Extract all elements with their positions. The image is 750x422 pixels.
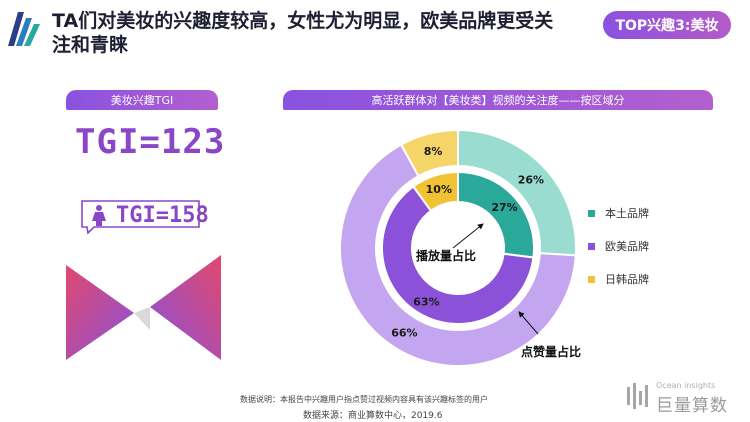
bar-chart-icon <box>627 383 648 409</box>
right-panel-header: 高活跃群体对【美妆类】视频的关注度——按区域分 <box>283 90 713 110</box>
tgi-female-value: TGI=158 <box>116 203 209 228</box>
inner-label-local: 27% <box>491 201 517 214</box>
inner-series-label: 播放量占比 <box>416 248 476 263</box>
page-title: TA们对美妆的兴趣度较高，女性尤为明显，欧美品牌更受关注和青睐 <box>52 10 554 56</box>
legend-label-western: 欧美品牌 <box>605 240 649 253</box>
legend-label-local: 本土品牌 <box>605 207 649 220</box>
legend-swatch-jk <box>588 275 595 283</box>
outer-series-arrow <box>518 311 539 335</box>
left-panel-header: 美妆兴趣TGI <box>66 90 218 110</box>
inner-label-western: 63% <box>413 295 439 308</box>
outer-series-label: 点赞量占比 <box>521 344 581 359</box>
brand-big-text: 巨量算数 <box>656 396 728 416</box>
topic-badge: TOP兴趣3:美妆 <box>603 11 731 39</box>
tgi-main-value: TGI=123 <box>75 122 226 162</box>
outer-slice-jk <box>399 128 459 178</box>
play-triangles-graphic <box>66 255 221 360</box>
footer-source: 数据来源：商业算数中心，2019.6 <box>303 411 443 421</box>
legend-swatch-western <box>588 242 595 250</box>
legend-label-jk: 日韩品牌 <box>605 273 649 286</box>
chart-legend: 本土品牌 欧美品牌 日韩品牌 <box>588 205 649 304</box>
speech-bubble-frame <box>81 200 200 235</box>
brand-logo: Ocean insights 巨量算数 <box>626 381 736 416</box>
legend-swatch-local <box>588 209 595 217</box>
female-icon <box>92 205 106 226</box>
legend-item-western: 欧美品牌 <box>588 238 649 254</box>
legend-item-local: 本土品牌 <box>588 205 649 221</box>
inner-series-arrow <box>452 223 484 249</box>
tgi-female-box: TGI=158 <box>78 199 209 235</box>
inner-label-jk: 10% <box>426 183 452 196</box>
inner-slice-western <box>381 185 535 325</box>
legend-item-jk: 日韩品牌 <box>588 271 649 287</box>
footer-note: 数据说明：本报告中兴趣用户指点赞过视频内容具有该兴趣标签的用户 <box>240 395 488 404</box>
app-logo-icon <box>8 12 40 46</box>
brand-small-text: Ocean insights <box>656 381 716 390</box>
outer-label-western: 66% <box>391 326 417 339</box>
outer-slice-western <box>339 143 577 367</box>
outer-label-local: 26% <box>518 174 544 187</box>
inner-slice-jk <box>411 170 459 213</box>
outer-label-jk: 8% <box>424 145 443 158</box>
